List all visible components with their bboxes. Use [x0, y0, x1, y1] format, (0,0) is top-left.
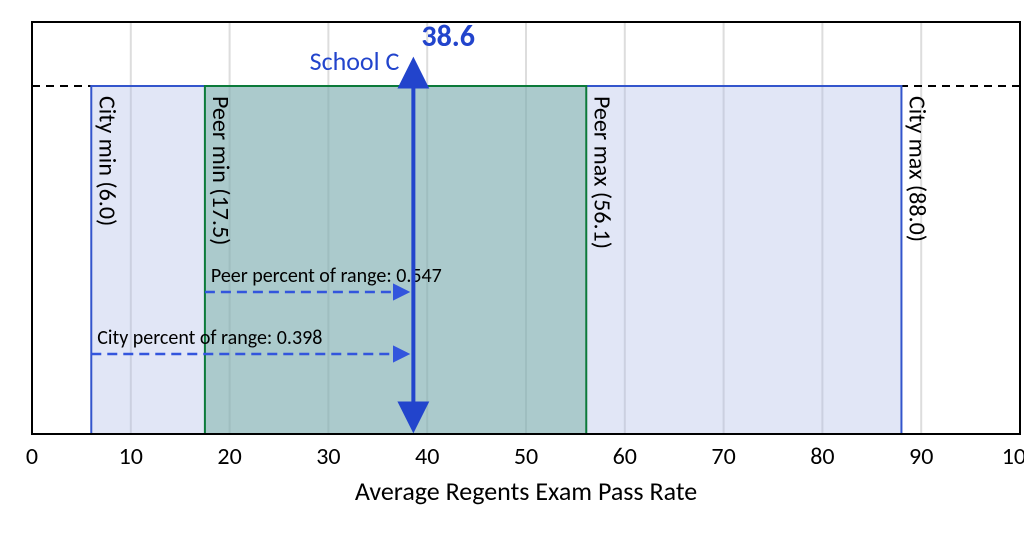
x-tick-label: 20	[217, 442, 241, 471]
school-label: School C	[310, 45, 400, 77]
x-tick-label: 10	[119, 442, 143, 471]
peer-min-label: Peer min (17.5)	[206, 96, 235, 245]
peer-max-label: Peer max (56.1)	[587, 96, 616, 249]
peer-range-band	[205, 86, 586, 434]
x-tick-label: 100	[1002, 442, 1024, 471]
x-tick-label: 0	[26, 442, 38, 471]
x-tick-label: 70	[711, 442, 735, 471]
x-tick-label: 40	[415, 442, 439, 471]
x-tick-label: 50	[514, 442, 538, 471]
x-ticks: 0 10 20 30 40 50 60 70 80 90 100	[26, 442, 1024, 471]
x-tick-label: 30	[316, 442, 340, 471]
peer-percent-label: Peer percent of range: 0.547	[211, 264, 442, 288]
chart-svg: Peer percent of range: 0.547 City percen…	[0, 0, 1024, 534]
x-tick-label: 80	[810, 442, 834, 471]
chart-container: Peer percent of range: 0.547 City percen…	[0, 0, 1024, 534]
city-percent-label: City percent of range: 0.398	[97, 326, 322, 350]
x-tick-label: 60	[613, 442, 637, 471]
x-tick-label: 90	[909, 442, 933, 471]
school-value: 38.6	[421, 18, 475, 55]
x-axis-title: Average Regents Exam Pass Rate	[355, 475, 697, 507]
city-max-label: City max (88.0)	[902, 96, 931, 242]
city-min-label: City min (6.0)	[92, 96, 121, 226]
